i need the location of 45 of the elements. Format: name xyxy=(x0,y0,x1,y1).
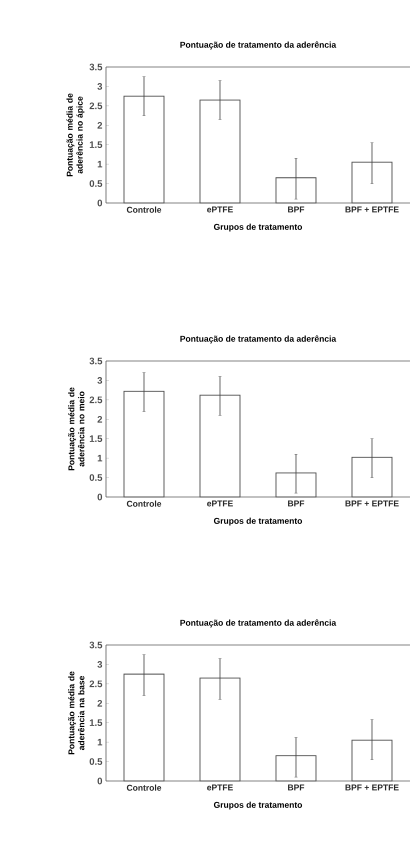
x-tick-label: BPF + EPTFE xyxy=(346,784,399,790)
y-tick-label: 3 xyxy=(97,83,102,90)
y-tick-label: 2 xyxy=(98,700,102,707)
y-tick-label: 3 xyxy=(97,377,102,384)
y-tick-label: 3 xyxy=(97,661,102,668)
y-tick-label: 1.5 xyxy=(90,141,102,148)
y-tick-label: 0 xyxy=(98,778,102,784)
y-tick-label: 2.5 xyxy=(90,396,102,404)
y-tick-label: 0.5 xyxy=(90,180,102,187)
x-tick-label: ePTFE xyxy=(207,784,233,790)
chart-title: Pontuação de tratamento da aderência xyxy=(180,619,336,628)
x-tick-label: Controle xyxy=(126,500,162,507)
y-tick-label: 1 xyxy=(98,454,102,462)
y-tick-label: 0.5 xyxy=(90,474,102,481)
y-tick-label: 0.5 xyxy=(90,758,102,765)
x-tick-label: ePTFE xyxy=(207,206,233,212)
x-tick-label: BPF xyxy=(288,500,304,506)
x-axis-title: Grupos de tratamento xyxy=(214,802,302,810)
x-tick-label: BPF xyxy=(288,206,304,212)
y-tick-label: 3.5 xyxy=(89,64,102,70)
y-axis-title: Pontuação média de aderência na base xyxy=(68,671,84,754)
y-tick-label: 2.5 xyxy=(90,680,102,688)
y-axis-title: Pontuação média de aderência no meio xyxy=(68,387,84,470)
chart-title: Pontuação de tratamento da aderência xyxy=(180,335,336,344)
y-tick-label: 2 xyxy=(98,122,102,129)
y-tick-label: 3.5 xyxy=(89,642,102,648)
y-tick-label: 0 xyxy=(98,494,102,500)
x-tick-label: BPF + EPTFE xyxy=(346,206,399,212)
x-axis-title: Grupos de tratamento xyxy=(214,224,302,232)
y-tick-label: 2 xyxy=(98,416,102,423)
chart-title: Pontuação de tratamento da aderência xyxy=(180,41,336,50)
y-tick-label: 3.5 xyxy=(89,358,102,364)
y-axis-title: Pontuação média de aderência no ápice xyxy=(66,93,84,176)
x-tick-label: BPF xyxy=(288,784,304,790)
x-tick-label: Controle xyxy=(126,206,162,213)
x-tick-label: ePTFE xyxy=(207,500,233,506)
y-tick-label: 1.5 xyxy=(90,719,102,726)
y-tick-label: 1 xyxy=(98,160,102,168)
y-tick-label: 2.5 xyxy=(90,102,102,110)
y-tick-label: 0 xyxy=(98,200,102,206)
x-tick-label: BPF + EPTFE xyxy=(346,500,399,506)
x-tick-label: Controle xyxy=(126,784,162,791)
y-tick-label: 1.5 xyxy=(90,435,102,442)
x-axis-title: Grupos de tratamento xyxy=(214,518,302,526)
y-tick-label: 1 xyxy=(98,738,102,746)
